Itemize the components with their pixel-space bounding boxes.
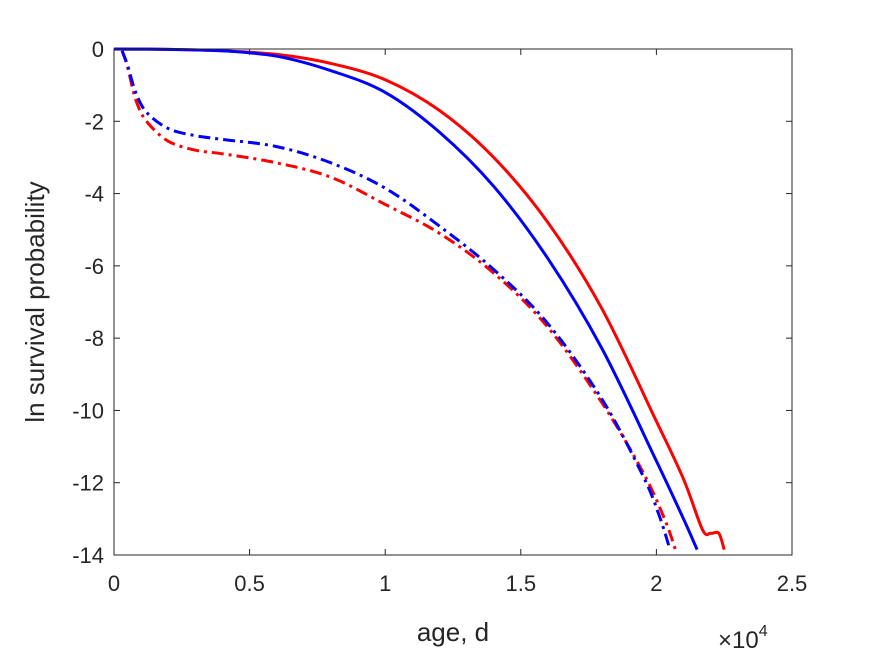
series-line-2 (113, 47, 699, 551)
y-tick-label: 0 (92, 37, 104, 62)
x-tick-label: 0.5 (234, 571, 265, 596)
y-tick-label: -8 (84, 326, 104, 351)
y-tick-label: -2 (84, 109, 104, 134)
svg-text:×104: ×104 (718, 623, 768, 654)
x-tick-label: 2.5 (777, 571, 808, 596)
series-line-4 (120, 50, 672, 551)
plot-area (114, 49, 792, 555)
x-tick-label: 1.5 (506, 571, 537, 596)
y-axis-label: ln survival probability (20, 181, 50, 422)
y-tick-label: -10 (72, 398, 104, 423)
y-tick-label: -6 (84, 254, 104, 279)
ticks-layer: 0 0.5 1 1.5 2 2.5 0 -2 -4 -6 -8 -10 -12 -14 (72, 37, 807, 596)
x-axis-label: age, d (417, 617, 489, 647)
series-layer (113, 47, 726, 551)
x-exponent-label: ×104 (718, 623, 768, 654)
y-tick-label: -14 (72, 543, 104, 568)
axes-box (113, 48, 793, 556)
x-tick-label: 0 (108, 571, 120, 596)
y-tick-label: -12 (72, 471, 104, 496)
y-tick-label: -4 (84, 182, 104, 207)
x-tick-label: 2 (650, 571, 662, 596)
x-tick-label: 1 (379, 571, 391, 596)
